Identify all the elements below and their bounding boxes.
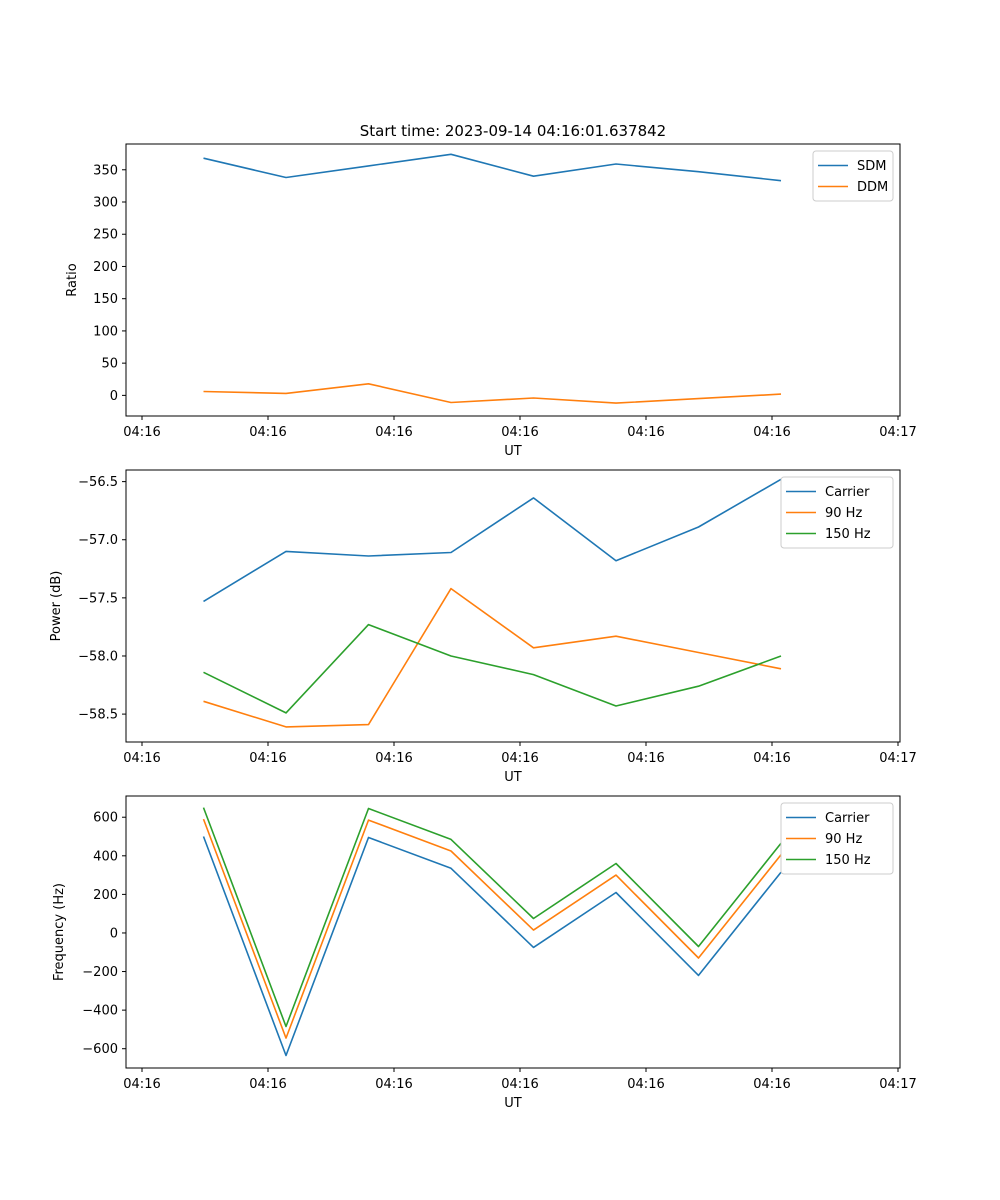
series-line-150-hz — [203, 623, 782, 714]
y-tick-label: 350 — [93, 163, 118, 178]
x-tick-label: 04:16 — [375, 751, 412, 766]
x-tick-label: 04:16 — [627, 751, 664, 766]
x-tick-label: 04:16 — [123, 751, 160, 766]
legend-label: 150 Hz — [825, 527, 871, 542]
series-line-90-hz — [202, 818, 782, 1039]
y-tick-label: 0 — [110, 926, 118, 941]
x-tick-label: 04:16 — [501, 751, 538, 766]
y-tick-label: 300 — [93, 196, 118, 211]
axes-frame — [125, 469, 901, 743]
y-tick-label: −58.5 — [78, 708, 118, 723]
y-tick-label: 250 — [93, 228, 118, 243]
legend-label: Carrier — [825, 485, 870, 500]
series-line-sdm — [203, 153, 782, 182]
legend-label: Carrier — [825, 811, 870, 826]
legend-label: 90 Hz — [825, 832, 862, 847]
y-tick-label: 400 — [93, 849, 118, 864]
x-tick-label: 04:16 — [753, 751, 790, 766]
y-tick-label: −400 — [82, 1004, 118, 1019]
figure-title: Start time: 2023-09-14 04:16:01.637842 — [360, 122, 666, 140]
panels: 04:16 04:16 04:16 04:16 04:16 04:16 04:17 0 50 10… — [49, 143, 917, 1111]
y-tick-label: −56.5 — [78, 475, 118, 490]
y-tick-label: 100 — [93, 324, 118, 339]
x-tick-label: 04:17 — [879, 751, 916, 766]
y-tick-label: −600 — [82, 1042, 118, 1057]
y-axis-label: Power (dB) — [49, 571, 64, 642]
y-axis-label: Frequency (Hz) — [52, 883, 67, 981]
x-axis-label: UT — [504, 1096, 522, 1111]
x-tick-label: 04:16 — [627, 1077, 664, 1092]
y-tick-label: −58.0 — [78, 649, 118, 664]
legend-box — [812, 150, 894, 202]
chart-panel-1: 04:16 04:16 04:16 04:16 04:16 04:16 04:17 0 50 10… — [65, 143, 917, 459]
legend-label: 90 Hz — [825, 506, 862, 521]
series-line-ddm — [203, 382, 782, 404]
legend-label: DDM — [857, 180, 888, 195]
x-tick-label: 04:16 — [249, 425, 286, 440]
y-axis-label: Ratio — [65, 263, 80, 296]
series-line-150-hz — [202, 807, 782, 1028]
x-tick-label: 04:16 — [375, 425, 412, 440]
chart-panel-2: 04:16 04:16 04:16 04:16 04:16 04:16 04:17 −58.5… — [49, 469, 917, 785]
y-tick-label: 200 — [93, 260, 118, 275]
y-tick-label: 0 — [110, 389, 118, 404]
x-tick-label: 04:16 — [501, 425, 538, 440]
x-tick-label: 04:17 — [879, 1077, 916, 1092]
y-tick-label: −200 — [82, 965, 118, 980]
axes-frame — [125, 143, 901, 417]
x-tick-label: 04:16 — [249, 751, 286, 766]
x-tick-label: 04:16 — [123, 425, 160, 440]
legend-box — [780, 476, 894, 549]
y-tick-label: 200 — [93, 888, 118, 903]
x-tick-label: 04:16 — [501, 1077, 538, 1092]
x-tick-label: 04:16 — [753, 425, 790, 440]
series-line-carrier — [203, 478, 782, 603]
legend-label: 150 Hz — [825, 853, 871, 868]
y-tick-label: −57.0 — [78, 533, 118, 548]
y-tick-label: 600 — [93, 811, 118, 826]
x-tick-label: 04:16 — [375, 1077, 412, 1092]
series-line-90-hz — [203, 587, 782, 728]
x-tick-label: 04:16 — [249, 1077, 286, 1092]
series-line-carrier — [202, 836, 782, 1057]
x-axis-label: UT — [504, 770, 522, 785]
legend-box — [780, 802, 894, 875]
x-tick-label: 04:16 — [123, 1077, 160, 1092]
axes-frame — [125, 795, 901, 1069]
legend-label: SDM — [857, 159, 886, 174]
chart-panel-3: 04:16 04:16 04:16 04:16 04:16 04:16 04:17 −600 −… — [52, 795, 917, 1111]
y-tick-label: 150 — [93, 292, 118, 307]
y-tick-label: −57.5 — [78, 591, 118, 606]
x-tick-label: 04:16 — [753, 1077, 790, 1092]
x-tick-label: 04:17 — [879, 425, 916, 440]
y-tick-label: 50 — [101, 357, 118, 372]
x-axis-label: UT — [504, 444, 522, 459]
x-tick-label: 04:16 — [627, 425, 664, 440]
